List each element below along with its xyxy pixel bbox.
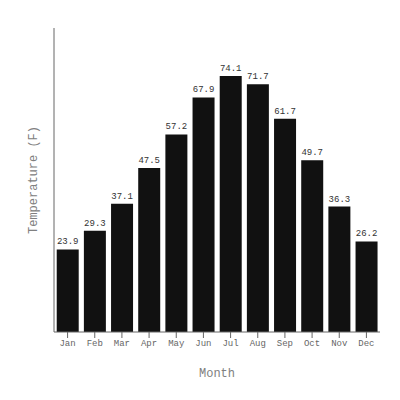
svg-text:Temperature (F): Temperature (F): [27, 126, 41, 234]
svg-text:36.3: 36.3: [329, 195, 351, 205]
svg-text:67.9: 67.9: [193, 85, 215, 95]
svg-text:Oct: Oct: [304, 339, 320, 349]
svg-text:29.3: 29.3: [84, 219, 106, 229]
svg-text:Aug: Aug: [250, 339, 266, 349]
svg-text:Month: Month: [199, 367, 235, 381]
svg-text:47.5: 47.5: [138, 156, 160, 166]
svg-text:Nov: Nov: [331, 339, 348, 349]
svg-text:Sep: Sep: [277, 339, 293, 349]
svg-text:23.9: 23.9: [57, 237, 79, 247]
svg-text:26.2: 26.2: [356, 229, 378, 239]
svg-text:74.1: 74.1: [220, 64, 242, 74]
svg-text:61.7: 61.7: [274, 107, 296, 117]
svg-text:57.2: 57.2: [166, 122, 188, 132]
svg-text:Feb: Feb: [87, 339, 103, 349]
svg-text:Jun: Jun: [195, 339, 211, 349]
svg-text:Mar: Mar: [114, 339, 130, 349]
svg-text:71.7: 71.7: [247, 72, 269, 82]
svg-text:49.7: 49.7: [301, 148, 323, 158]
svg-text:Jan: Jan: [59, 339, 75, 349]
svg-text:Jul: Jul: [222, 339, 238, 349]
svg-text:Apr: Apr: [141, 339, 157, 349]
svg-text:May: May: [168, 339, 185, 349]
svg-text:37.1: 37.1: [111, 192, 133, 202]
svg-text:Dec: Dec: [358, 339, 374, 349]
